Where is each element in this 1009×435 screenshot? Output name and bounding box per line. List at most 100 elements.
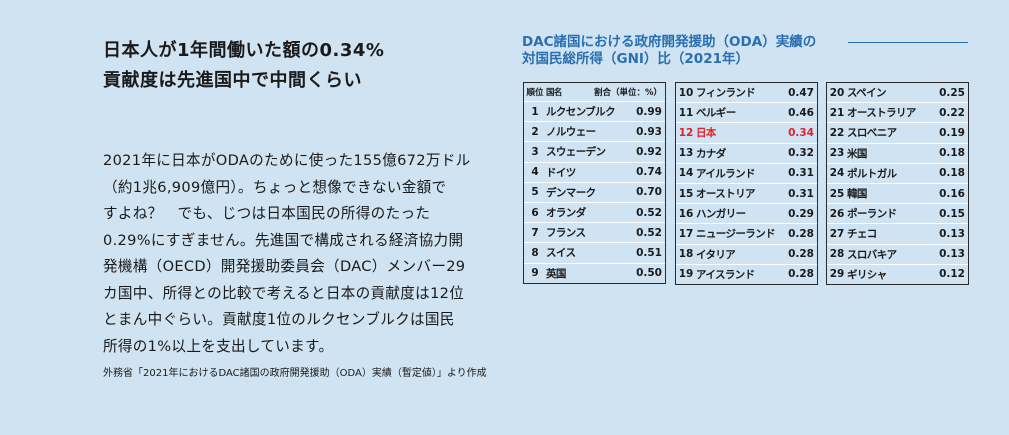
oda-ranking-section: DAC諸国における政府開発援助（ODA）実績の 対国民総所得（GNI）比（202…: [522, 34, 969, 285]
table-row: 4 ドイツ 0.74: [524, 161, 665, 182]
table-row: 2 ノルウェー 0.93: [524, 121, 665, 141]
country-cell: オランダ: [546, 207, 586, 220]
rank-cell: 13: [678, 147, 694, 160]
rank-cell: 16: [678, 207, 694, 220]
value-cell: 0.31: [788, 167, 814, 180]
country-cell: フィンランド: [696, 87, 756, 100]
rank-cell: 19: [678, 268, 694, 281]
table-row: 8 スイス 0.51: [524, 242, 665, 262]
rank-cell: 14: [678, 167, 694, 180]
country-cell: ドイツ: [546, 166, 576, 179]
rank-cell: 12: [678, 126, 694, 139]
table-row: 10 フィンランド 0.47: [676, 83, 817, 102]
value-cell: 0.70: [636, 186, 662, 199]
country-cell: 日本: [696, 127, 716, 140]
country-cell: スロベニア: [847, 127, 897, 140]
value-cell: 0.51: [636, 246, 662, 259]
country-cell: オーストリア: [696, 188, 755, 201]
body-line: 0.29%にすぎません。先進国で構成される経済協力開: [103, 231, 464, 249]
table-row: 26 ポーランド 0.15: [827, 203, 968, 223]
country-cell: ポーランド: [847, 208, 897, 221]
table-row: 16 ハンガリー 0.29: [676, 203, 817, 223]
value-cell: 0.52: [636, 226, 662, 239]
ranking-table-col-2: 10 フィンランド 0.47 11 ベルギー 0.46 12 日本 0.34 13 カナダ 0.32 1…: [675, 82, 818, 285]
value-cell: 0.19: [939, 126, 965, 139]
rank-cell: 7: [531, 226, 539, 239]
body-line: とまん中ぐらい。貢献度1位のルクセンブルクは国民: [103, 311, 455, 328]
table-row: 1 ルクセンブルク 0.99: [524, 101, 665, 121]
value-cell: 0.12: [939, 268, 965, 281]
country-cell: デンマーク: [546, 186, 596, 199]
table-row: 27 チェコ 0.13: [827, 223, 968, 243]
table-row: 9 英国 0.50: [524, 262, 665, 283]
table-row: 24 ポルトガル 0.18: [827, 162, 968, 183]
body-line: （約1兆6,909億円）。ちょっと想像できない金額で: [103, 178, 447, 196]
rank-cell: 29: [829, 268, 845, 281]
table-row: 11 ベルギー 0.46: [676, 102, 817, 122]
rank-cell: 24: [829, 167, 845, 180]
rank-cell: 8: [531, 246, 539, 259]
country-cell: ニュージーランド: [696, 228, 776, 241]
table-title-line-2: 対国民総所得（GNI）比（2021年）: [522, 51, 749, 67]
body-paragraph: 2021年に日本がODAのために使った155億672万ドル （約1兆6,909億…: [103, 148, 503, 360]
source-note: 外務省「2021年におけるDAC諸国の政府開発援助（ODA）実績（暫定値）」より…: [103, 368, 487, 379]
header-value: 割合（単位：%）: [593, 88, 662, 98]
rank-cell: 10: [678, 86, 694, 99]
value-cell: 0.13: [939, 248, 965, 261]
table-row: 12 日本 0.34: [676, 122, 817, 142]
rank-cell: 17: [678, 227, 694, 240]
value-cell: 0.18: [939, 147, 965, 160]
rank-cell: 28: [829, 248, 845, 261]
body-line: 所得の1%以上を支出しています。: [103, 337, 334, 355]
value-cell: 0.50: [636, 267, 662, 280]
header-rank: 順位: [526, 88, 544, 98]
body-line: カ国中、所得との比較で考えると日本の貢献度は12位: [103, 284, 465, 302]
value-cell: 0.52: [636, 206, 662, 219]
country-cell: ハンガリー: [696, 208, 746, 221]
value-cell: 0.34: [788, 126, 814, 139]
value-cell: 0.28: [788, 227, 814, 240]
table-row: 23 米国 0.18: [827, 142, 968, 163]
ranking-tables: 順位 国名 割合（単位：%） 1 ルクセンブルク 0.99 2 ノルウェー 0.93 3 スウェーデ…: [523, 82, 969, 285]
country-cell: スイス: [546, 247, 576, 260]
country-cell: ポルトガル: [847, 167, 897, 180]
value-cell: 0.16: [939, 187, 965, 200]
country-cell: 英国: [546, 267, 566, 280]
country-cell: 米国: [847, 147, 867, 160]
table-row: 13 カナダ 0.32: [676, 142, 817, 163]
table-row: 21 オーストラリア 0.22: [827, 102, 968, 122]
table-row: 17 ニュージーランド 0.28: [676, 223, 817, 243]
table-row: 20 スペイン 0.25: [827, 83, 968, 102]
rank-cell: 23: [829, 147, 845, 160]
table-row: 5 デンマーク 0.70: [524, 181, 665, 202]
country-cell: イタリア: [696, 248, 736, 261]
value-cell: 0.46: [788, 106, 814, 119]
country-cell: ルクセンブルク: [546, 106, 616, 119]
table-title: DAC諸国における政府開発援助（ODA）実績の 対国民総所得（GNI）比（202…: [522, 34, 968, 68]
country-cell: アイルランド: [696, 167, 755, 180]
table-row: 25 韓国 0.16: [827, 182, 968, 203]
rank-cell: 1: [531, 105, 539, 118]
value-cell: 0.22: [939, 106, 965, 119]
rank-cell: 26: [829, 207, 845, 220]
country-cell: ギリシャ: [847, 268, 887, 281]
country-cell: カナダ: [696, 147, 726, 160]
headline-line-1: 日本人が1年間働いた額の0.34%: [103, 40, 385, 61]
header-name: 国名: [546, 88, 562, 98]
table-row: 6 オランダ 0.52: [524, 201, 665, 222]
table-row: 15 オーストリア 0.31: [676, 182, 817, 203]
headline-line-2: 貢献度は先進国中で中間くらい: [103, 70, 362, 91]
country-cell: フランス: [546, 227, 586, 240]
country-cell: スウェーデン: [546, 146, 606, 159]
country-cell: チェコ: [847, 228, 877, 241]
rank-cell: 4: [531, 166, 539, 179]
value-cell: 0.74: [636, 166, 662, 179]
value-cell: 0.15: [939, 207, 965, 220]
country-cell: アイスランド: [696, 268, 755, 281]
value-cell: 0.13: [939, 227, 965, 240]
value-cell: 0.28: [788, 248, 814, 261]
rank-cell: 25: [829, 187, 845, 200]
country-cell: ベルギー: [696, 107, 736, 120]
title-divider: [848, 42, 968, 43]
value-cell: 0.92: [636, 145, 662, 158]
